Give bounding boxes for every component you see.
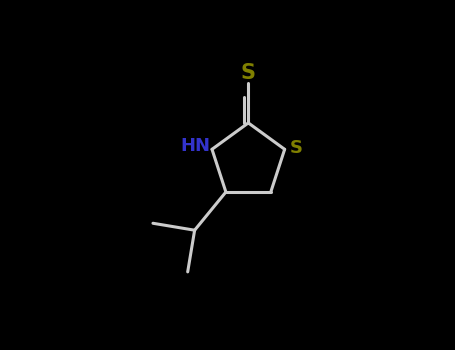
Text: S: S [290, 139, 303, 156]
Text: HN: HN [180, 137, 210, 155]
Text: S: S [241, 63, 256, 83]
